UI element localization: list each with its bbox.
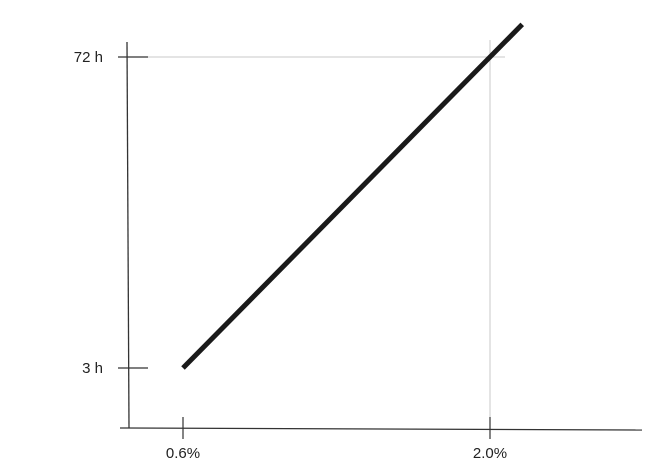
axes	[119, 41, 643, 431]
series-line	[181, 22, 525, 370]
ticks	[118, 56, 491, 439]
y-axis	[126, 41, 130, 429]
series	[181, 22, 525, 370]
reference-lines	[128, 40, 505, 429]
y-tick-label-3h: 3 h	[82, 360, 103, 377]
x-tick-label-2.0: 2.0%	[473, 445, 507, 462]
y-tick-label-72h: 72 h	[74, 49, 103, 66]
x-axis	[119, 427, 643, 431]
x-tick-label-0.6: 0.6%	[166, 445, 200, 462]
tick-labels: 3 h 72 h 0.6% 2.0%	[74, 49, 507, 462]
